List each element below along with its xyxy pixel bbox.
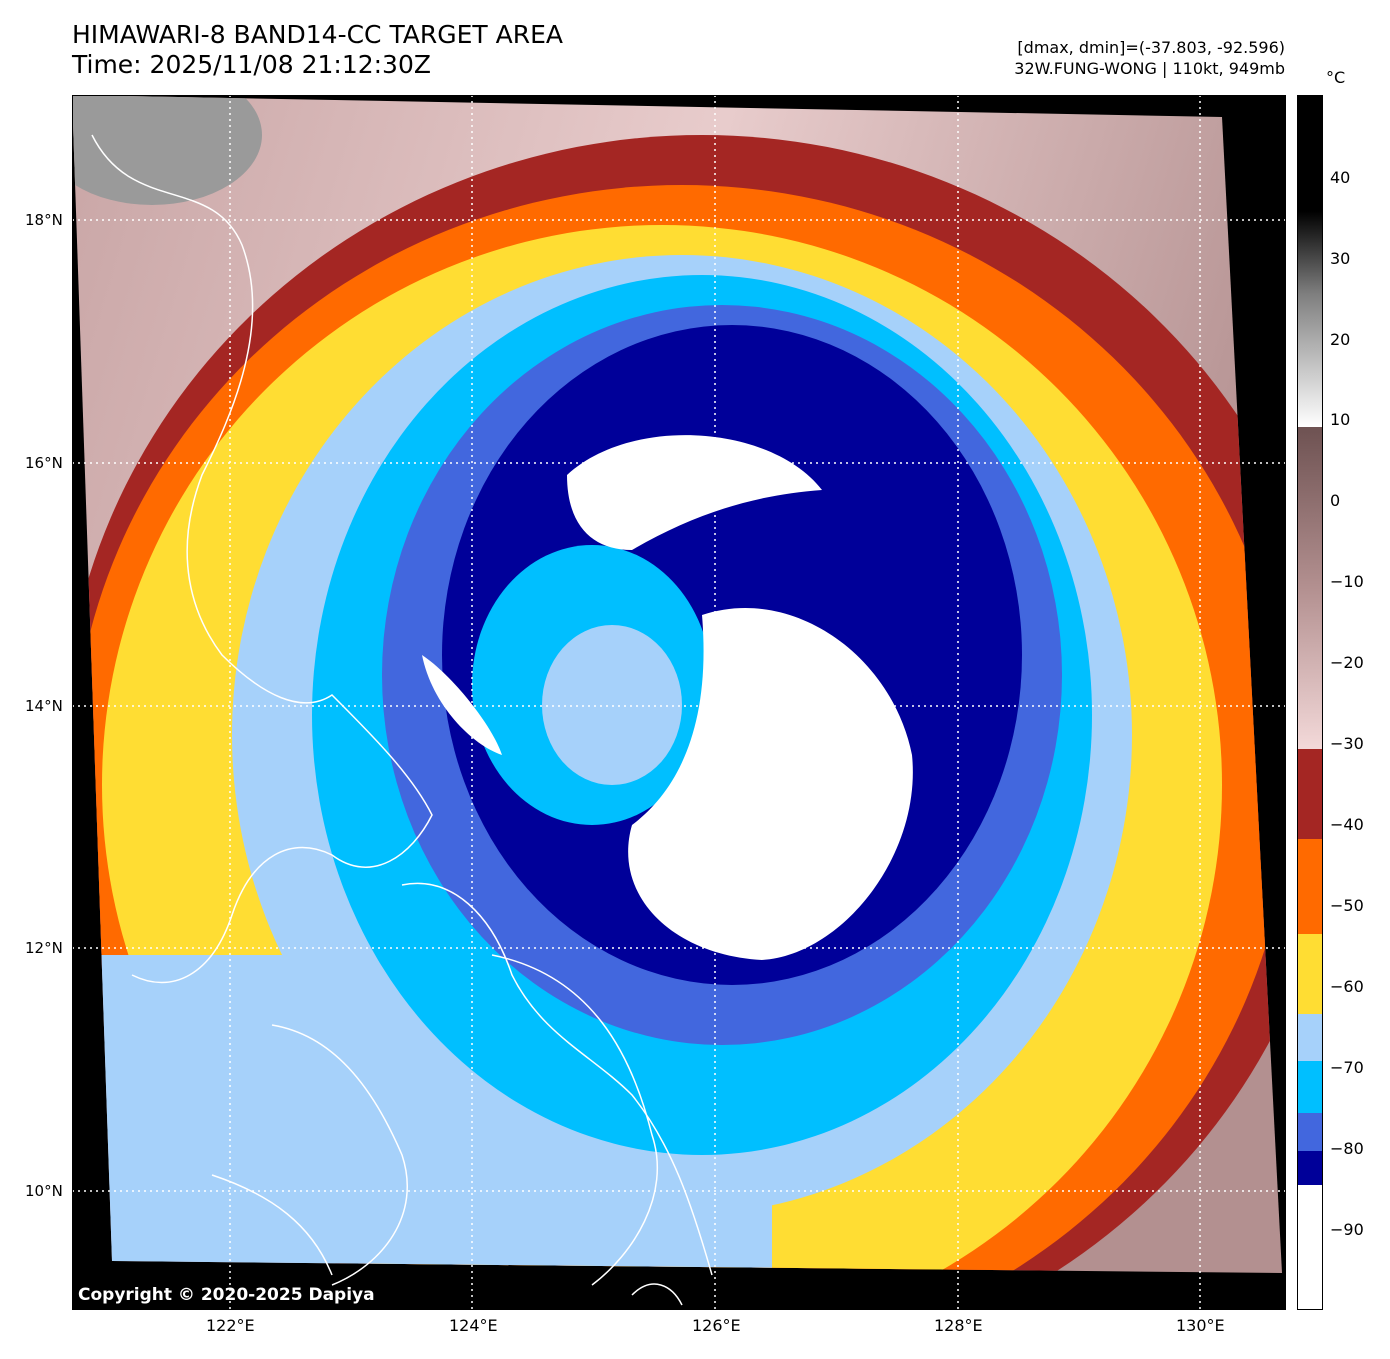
y-tick-10N: 10°N — [25, 1182, 63, 1200]
copyright-text: Copyright © 2020-2025 Dapiya — [78, 1285, 375, 1305]
y-tick-16N: 16°N — [25, 454, 63, 472]
cloud-top-temperature-field — [72, 95, 1282, 1273]
colorbar-band-orange — [1297, 839, 1323, 934]
coastlines — [91, 134, 713, 1306]
colorbar-band-royalblue — [1297, 1113, 1323, 1151]
colorbar-band-cyan — [1297, 1061, 1323, 1113]
colorbar-band-red — [1297, 749, 1323, 839]
cbar-tick-neg80: −80 — [1330, 1139, 1364, 1158]
colorbar — [1297, 95, 1323, 1310]
colorbar-pink-segment — [1297, 427, 1323, 749]
x-tick-124E: 124°E — [449, 1316, 498, 1335]
cbar-tick-30: 30 — [1330, 249, 1351, 268]
colorbar-band-lightblue — [1297, 1014, 1323, 1061]
y-tick-14N: 14°N — [25, 697, 63, 715]
cbar-tick-neg50: −50 — [1330, 896, 1364, 915]
chart-title: HIMAWARI-8 BAND14-CC TARGET AREA — [72, 20, 564, 49]
colorbar-band-yellow — [1297, 934, 1323, 1014]
x-tick-128E: 128°E — [934, 1316, 983, 1335]
x-tick-122E: 122°E — [206, 1316, 255, 1335]
cbar-tick-neg20: −20 — [1330, 653, 1364, 672]
cbar-tick-40: 40 — [1330, 168, 1351, 187]
colorbar-warm-segment — [1297, 95, 1323, 427]
y-tick-12N: 12°N — [25, 939, 63, 957]
y-tick-18N: 18°N — [25, 211, 63, 229]
cbar-tick-neg10: −10 — [1330, 572, 1364, 591]
colorbar-unit: °C — [1326, 68, 1346, 87]
cbar-tick-0: 0 — [1330, 491, 1341, 510]
cbar-tick-neg70: −70 — [1330, 1058, 1364, 1077]
x-tick-130E: 130°E — [1176, 1316, 1225, 1335]
graticule — [72, 95, 1286, 1310]
cbar-tick-neg40: −40 — [1330, 815, 1364, 834]
cbar-tick-10: 10 — [1330, 410, 1351, 429]
colorbar-band-navy — [1297, 1151, 1323, 1185]
x-tick-126E: 126°E — [692, 1316, 741, 1335]
storm-info-label: 32W.FUNG-WONG | 110kt, 949mb — [1014, 59, 1285, 78]
dmax-dmin-label: [dmax, dmin]=(-37.803, -92.596) — [1017, 38, 1285, 57]
cbar-tick-neg60: −60 — [1330, 977, 1364, 996]
cbar-tick-neg90: −90 — [1330, 1220, 1364, 1239]
satellite-map: Copyright © 2020-2025 Dapiya — [72, 95, 1286, 1310]
colorbar-band-white — [1297, 1185, 1323, 1310]
cbar-tick-neg30: −30 — [1330, 734, 1364, 753]
cbar-tick-20: 20 — [1330, 330, 1351, 349]
timestamp: Time: 2025/11/08 21:12:30Z — [72, 50, 431, 79]
